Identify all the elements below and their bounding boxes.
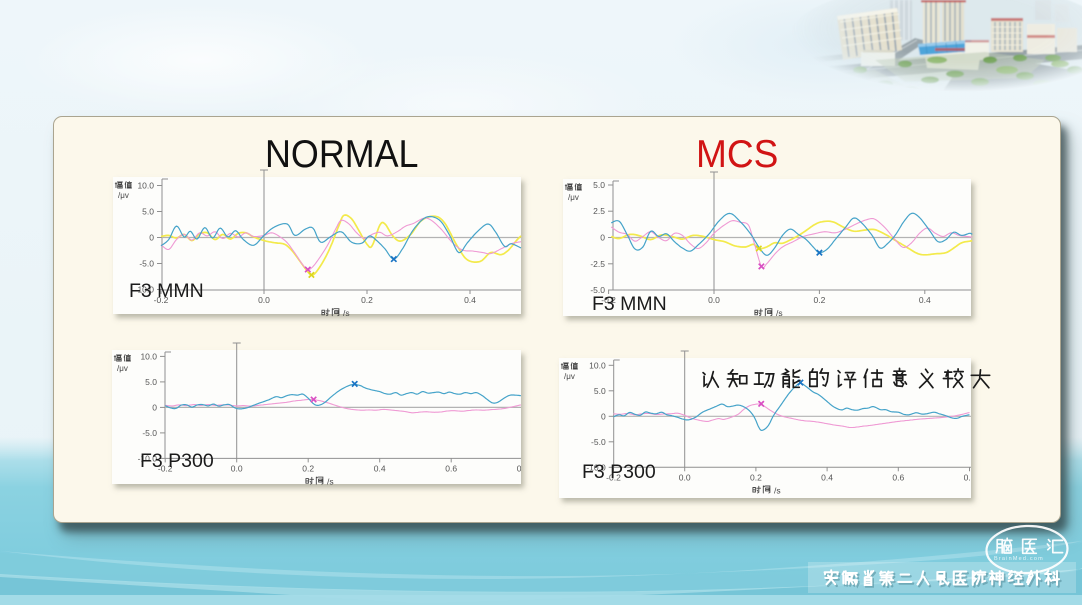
svg-text:0.8: 0.8: [964, 472, 976, 482]
svg-text:-10.0: -10.0: [135, 285, 155, 295]
svg-text:0.0: 0.0: [708, 295, 720, 305]
svg-text:0.2: 0.2: [813, 295, 825, 305]
svg-text:0.8: 0.8: [517, 463, 529, 473]
svg-text:/μv: /μv: [118, 191, 129, 200]
svg-text:-0.2: -0.2: [601, 295, 616, 305]
svg-text:0.6: 0.6: [892, 472, 904, 482]
svg-text:0.0: 0.0: [231, 463, 243, 473]
svg-text:0: 0: [152, 402, 157, 412]
svg-text:-5.0: -5.0: [139, 259, 154, 269]
svg-text:-5.0: -5.0: [590, 285, 605, 295]
svg-text:0.4: 0.4: [821, 472, 833, 482]
svg-text:5.0: 5.0: [593, 180, 605, 190]
svg-text:10.0: 10.0: [137, 181, 154, 191]
svg-text:/μv: /μv: [564, 372, 575, 381]
svg-text:-10.0: -10.0: [586, 462, 606, 472]
svg-text:-10.0: -10.0: [138, 453, 158, 463]
svg-text:0: 0: [601, 411, 606, 421]
svg-text:0: 0: [149, 233, 154, 243]
svg-text:0.4: 0.4: [919, 295, 931, 305]
svg-text:0: 0: [600, 233, 605, 243]
svg-text:/s: /s: [776, 308, 783, 318]
svg-text:2.5: 2.5: [593, 206, 605, 216]
svg-text:0.4: 0.4: [374, 463, 386, 473]
svg-text:0.0: 0.0: [258, 295, 270, 305]
svg-text:/s: /s: [343, 308, 350, 318]
svg-text:/s: /s: [327, 476, 334, 486]
svg-text:0.2: 0.2: [750, 472, 762, 482]
svg-text:0.0: 0.0: [679, 472, 691, 482]
svg-text:-5.0: -5.0: [142, 428, 157, 438]
svg-text:0.2: 0.2: [302, 463, 314, 473]
svg-text:-0.2: -0.2: [154, 295, 169, 305]
svg-text:-0.2: -0.2: [606, 472, 621, 482]
svg-text:-2.5: -2.5: [590, 259, 605, 269]
svg-text:5.0: 5.0: [594, 386, 606, 396]
svg-text:5.0: 5.0: [145, 377, 157, 387]
svg-text:0.2: 0.2: [361, 295, 373, 305]
svg-text:5.0: 5.0: [142, 207, 154, 217]
svg-text:0.4: 0.4: [464, 295, 476, 305]
svg-text:/μv: /μv: [568, 193, 579, 202]
svg-text:/s: /s: [774, 485, 781, 495]
svg-text:-5.0: -5.0: [591, 437, 606, 447]
svg-text:/μv: /μv: [117, 364, 128, 373]
svg-text:10.0: 10.0: [140, 351, 157, 361]
svg-text:0.6: 0.6: [445, 463, 457, 473]
svg-text:10.0: 10.0: [589, 360, 606, 370]
svg-text:-0.2: -0.2: [158, 463, 173, 473]
svg-text:BrainMed.com: BrainMed.com: [994, 556, 1044, 562]
